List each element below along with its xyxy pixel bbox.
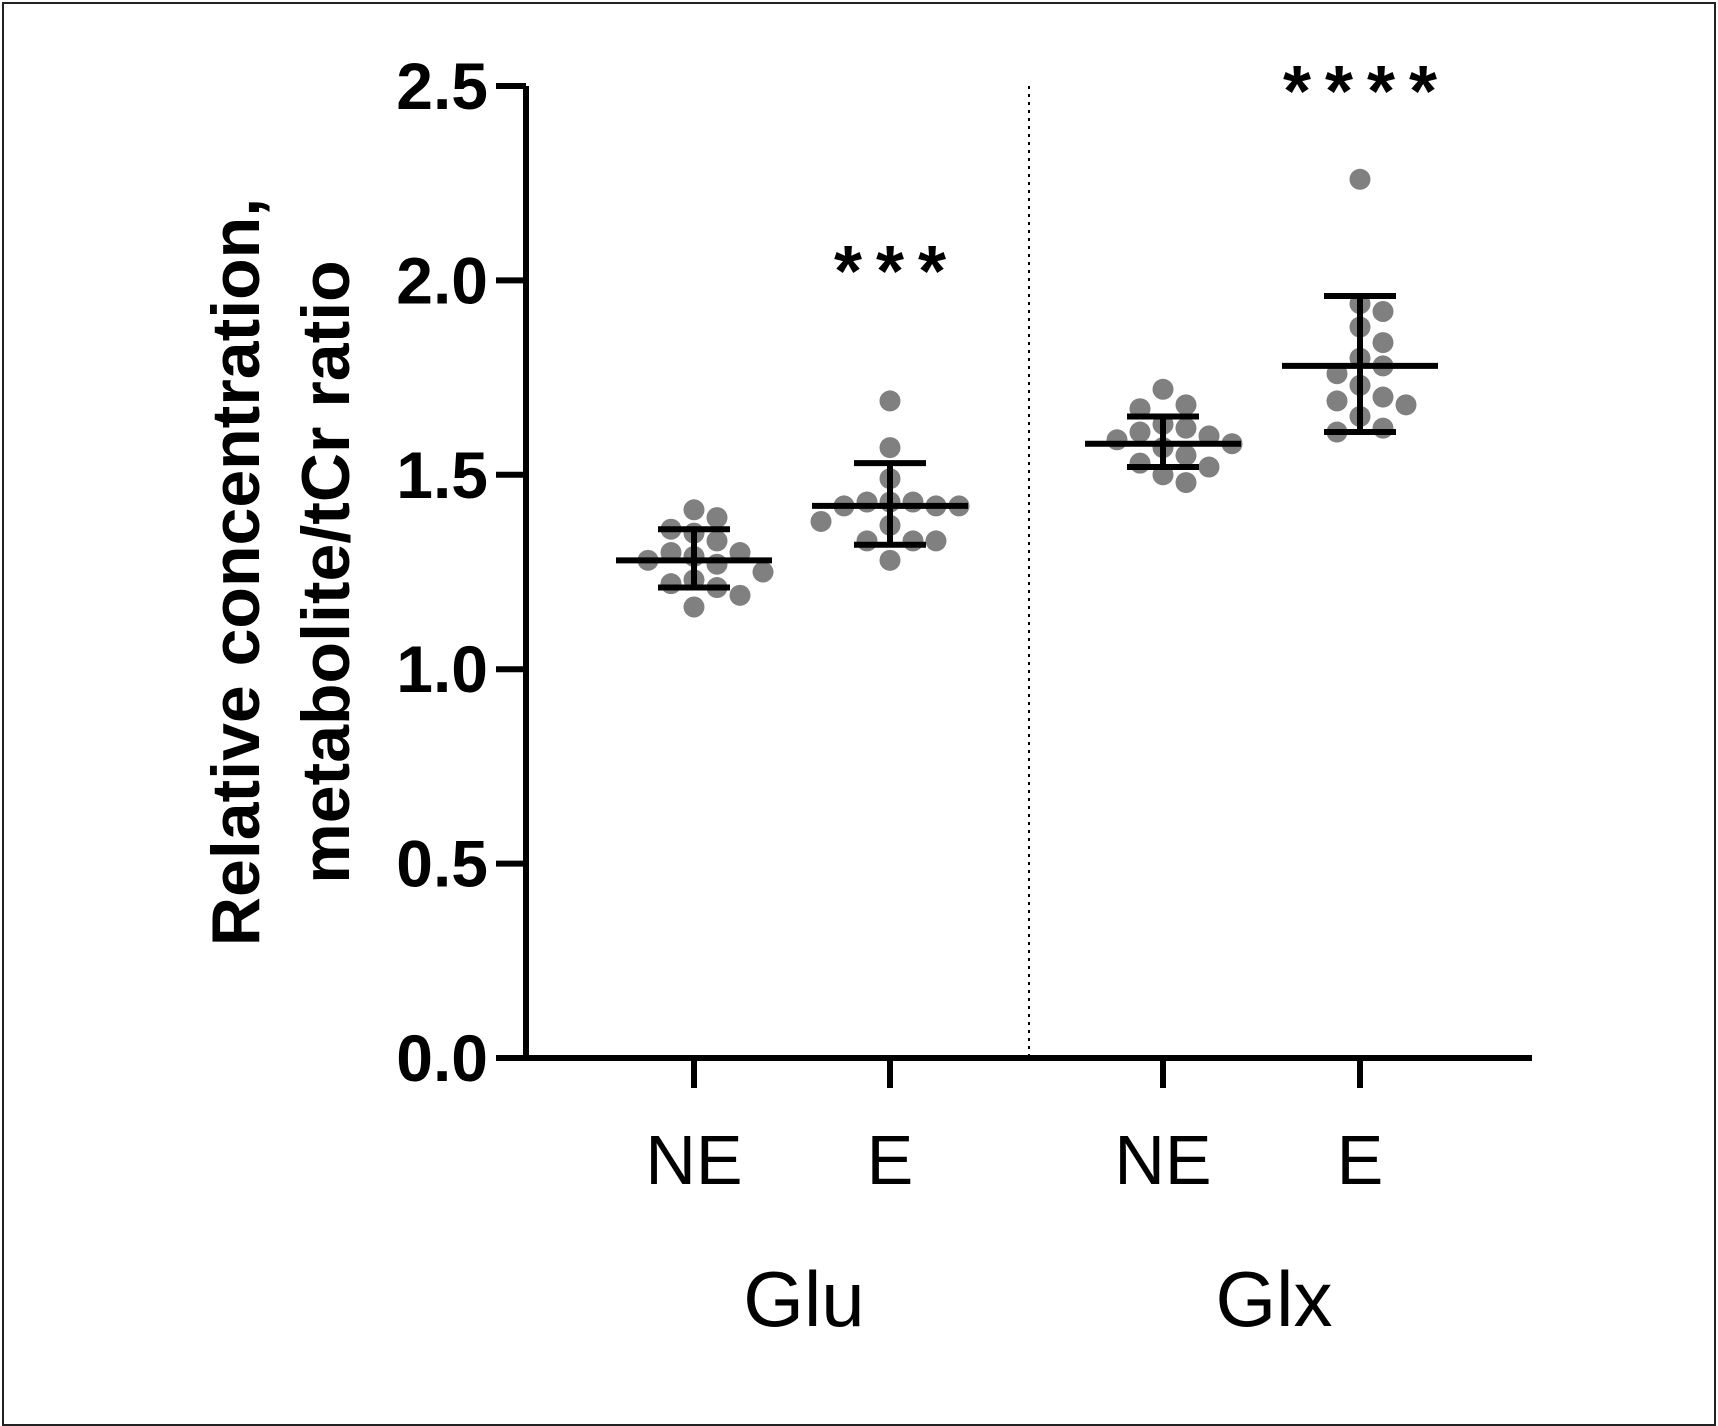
- data-point: [1395, 394, 1417, 416]
- y-axis-title-line: metabolite/tCr ratio: [288, 260, 364, 883]
- significance-marker: ***: [834, 232, 960, 312]
- data-point: [879, 549, 901, 571]
- x-category-label: NE: [1114, 1121, 1211, 1199]
- data-point: [1175, 417, 1197, 439]
- y-axis-title-line: Relative concentration,: [198, 198, 274, 946]
- x-category-label: NE: [645, 1121, 742, 1199]
- data-point: [729, 584, 751, 606]
- data-point: [902, 530, 924, 552]
- y-tick-label: 1.5: [396, 438, 488, 512]
- data-point: [1129, 421, 1151, 443]
- y-axis: 0.0 0.5 1.0 1.5 2.0 2.5: [396, 49, 529, 1095]
- data-point: [1372, 417, 1394, 439]
- data-point: [706, 553, 728, 575]
- y-tick-label: 2.0: [396, 243, 488, 317]
- data-point: [1198, 456, 1220, 478]
- data-point: [660, 573, 682, 595]
- data-point: [1326, 390, 1348, 412]
- y-axis-title: Relative concentration, metabolite/tCr ra…: [198, 198, 364, 946]
- x-category-label: E: [1337, 1121, 1384, 1199]
- data-point: [856, 530, 878, 552]
- significance-marker: ****: [1283, 52, 1451, 132]
- data-point: [1106, 429, 1128, 451]
- data-point: [1372, 332, 1394, 354]
- data-point: [1175, 444, 1197, 466]
- x-category-label: E: [867, 1121, 914, 1199]
- data-point: [683, 596, 705, 618]
- x-group-label: Glu: [743, 1255, 864, 1343]
- data-point: [1129, 452, 1151, 474]
- y-tick-label: 2.5: [396, 49, 488, 123]
- y-tick-label: 0.0: [396, 1021, 488, 1095]
- data-point: [706, 507, 728, 529]
- data-point: [879, 390, 901, 412]
- data-point: [925, 530, 947, 552]
- x-group-label: Glx: [1216, 1255, 1333, 1343]
- scatter-chart: Relative concentration, metabolite/tCr ra…: [198, 49, 1532, 1343]
- data-point: [1349, 168, 1371, 190]
- data-point: [810, 510, 832, 532]
- data-point: [1372, 301, 1394, 323]
- data-points: [637, 168, 1417, 618]
- data-point: [879, 437, 901, 459]
- y-tick-label: 0.5: [396, 827, 488, 901]
- data-point: [1175, 394, 1197, 416]
- data-point: [902, 491, 924, 513]
- data-point: [752, 561, 774, 583]
- data-point: [683, 499, 705, 521]
- data-point: [1372, 386, 1394, 408]
- error-bars: [616, 292, 1438, 591]
- data-point: [706, 530, 728, 552]
- data-point: [856, 491, 878, 513]
- x-axis: [523, 1055, 1532, 1088]
- data-point: [1152, 378, 1174, 400]
- y-tick-label: 1.0: [396, 632, 488, 706]
- data-point: [1175, 472, 1197, 494]
